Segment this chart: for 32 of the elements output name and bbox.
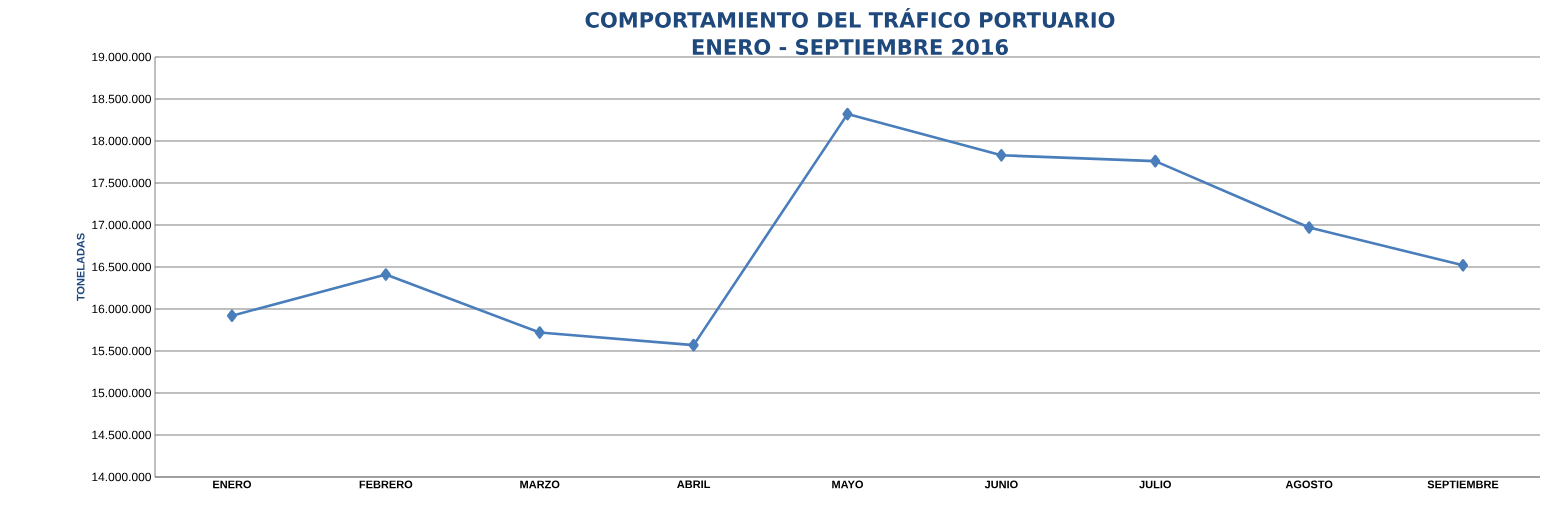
point <box>226 309 238 323</box>
point <box>380 268 391 281</box>
point <box>534 326 545 339</box>
y-tick-label: 18.000.000 <box>92 136 152 146</box>
chart-subtitle: ENERO - SEPTIEMBRE 2016 <box>692 39 1008 55</box>
y-tick-label: 15.000.000 <box>92 388 152 398</box>
point <box>996 148 1007 162</box>
point <box>1304 221 1315 234</box>
y-tick-label: 16.500.000 <box>92 262 152 272</box>
y-tick-label: 16.000.000 <box>92 304 152 314</box>
y-tick-label: 17.500.000 <box>92 178 152 188</box>
x-tick-label: JULIO <box>1139 480 1171 489</box>
x-tick-label: AGOSTO <box>1285 480 1333 489</box>
point <box>842 107 853 121</box>
y-tick-label: 14.000.000 <box>92 472 152 482</box>
y-tick-label: 18.500.000 <box>92 94 152 104</box>
x-tick-label: ENERO <box>213 480 252 489</box>
x-tick-label: SEPTIEMBRE <box>1427 480 1499 489</box>
x-tick-label: MAYO <box>832 480 864 489</box>
point <box>688 338 699 352</box>
y-tick-label: 17.000.000 <box>92 220 152 230</box>
point <box>1457 259 1469 272</box>
x-tick-label: ABRIL <box>677 480 711 489</box>
y-tick-label: 19.000.000 <box>92 52 152 62</box>
x-tick-label: JUNIO <box>984 480 1018 489</box>
y-axis-title: TONELADAS <box>76 233 85 301</box>
y-tick-label: 14.500.000 <box>92 430 152 440</box>
point <box>1150 154 1161 168</box>
y-tick-label: 15.500.000 <box>92 346 152 356</box>
x-tick-label: FEBRERO <box>359 480 413 489</box>
chart-title: COMPORTAMIENTO DEL TRÁFICO PORTUARIO <box>585 8 1115 28</box>
x-tick-label: MARZO <box>520 480 560 489</box>
